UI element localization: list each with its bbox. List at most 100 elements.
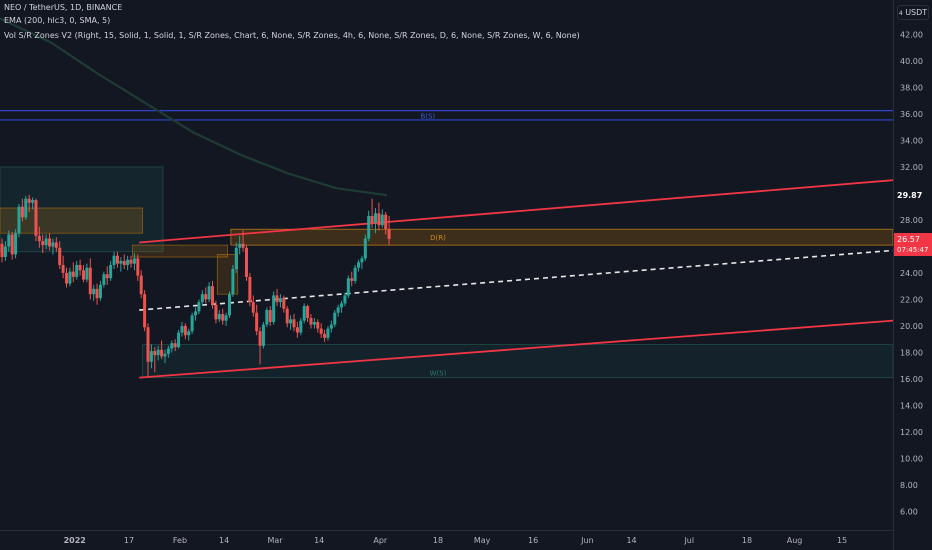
candle <box>156 345 160 361</box>
candle-body <box>282 298 286 309</box>
candle <box>149 344 153 369</box>
x-tick-label: Aug <box>787 536 803 545</box>
candle <box>333 310 337 328</box>
candle <box>0 238 4 263</box>
candle-body <box>180 325 184 333</box>
candle-body <box>153 351 157 356</box>
x-axis[interactable]: 2022 17 Feb 14 Mar 14 Apr 18 May 16 Jun 14 Jul 18 Aug 1… <box>64 536 848 545</box>
sr-zone-3 <box>216 253 239 295</box>
candle-body <box>95 288 99 299</box>
candle <box>81 265 85 283</box>
candle-body <box>295 327 299 333</box>
x-tick-label: 18 <box>433 536 443 545</box>
current-price-value: 26.57 <box>897 234 920 244</box>
candle <box>306 304 310 322</box>
candle <box>238 235 242 255</box>
candle-body <box>139 275 143 295</box>
candle-body <box>58 247 62 265</box>
candle-body <box>98 284 102 299</box>
candle-body <box>343 295 347 304</box>
candle <box>221 308 225 325</box>
candle <box>51 238 55 255</box>
y-tick-label: 40.00 <box>900 57 923 66</box>
candle-body <box>20 206 24 218</box>
candle <box>224 312 228 326</box>
candle-body <box>272 295 276 322</box>
y-tick-label: 32.00 <box>900 163 923 172</box>
candle-body <box>289 319 293 324</box>
candle-body <box>306 306 310 318</box>
candle <box>227 291 231 318</box>
candles <box>0 194 391 377</box>
candle <box>105 266 109 285</box>
candle-body <box>177 332 181 348</box>
candle-body <box>224 315 228 321</box>
candle-body <box>44 238 48 246</box>
lower-trendline <box>139 319 894 379</box>
x-tick-label: 14 <box>219 536 229 545</box>
candle-body <box>214 304 218 320</box>
symbol-legend[interactable]: NEO / TetherUS, 1D, BINANCE <box>4 3 123 12</box>
candle <box>255 304 259 336</box>
candle-body <box>207 286 211 300</box>
candle <box>183 323 187 340</box>
y-tick-label: 8.00 <box>900 481 918 490</box>
candle <box>282 295 286 313</box>
candle-body <box>149 351 153 362</box>
candle-body <box>200 294 204 303</box>
candle <box>336 304 340 317</box>
candle <box>241 230 245 252</box>
candle <box>363 234 367 262</box>
candle <box>272 291 276 325</box>
candle-body <box>143 294 147 328</box>
candle-body <box>211 286 215 305</box>
candle <box>109 261 113 281</box>
candle-body <box>109 265 113 279</box>
candle-body <box>173 343 177 348</box>
ema-series-line <box>0 17 388 197</box>
candle <box>17 204 21 238</box>
candle <box>88 258 92 300</box>
candle-body <box>258 331 262 346</box>
currency-label: USDT <box>905 8 928 17</box>
candle <box>353 265 357 284</box>
candle-body <box>360 258 364 263</box>
candle <box>173 339 177 352</box>
candle-body <box>255 312 259 332</box>
candle <box>302 303 306 324</box>
x-tick-label: Mar <box>267 536 283 545</box>
candle-body <box>268 310 272 322</box>
candle <box>370 198 374 228</box>
candle <box>377 202 381 231</box>
candle <box>329 320 333 333</box>
candle-body <box>0 243 4 258</box>
candle-body <box>326 328 330 338</box>
candle <box>20 198 24 222</box>
candle-body <box>336 307 340 313</box>
ema-legend[interactable]: EMA (200, hlc3, 0, SMA, 5) <box>4 16 111 25</box>
candle <box>85 263 89 283</box>
candle-body <box>285 308 289 324</box>
candle <box>367 210 371 242</box>
x-tick-label: 16 <box>528 536 538 545</box>
candle-body <box>329 324 333 329</box>
ema-price-tag: 29.87 <box>894 188 932 202</box>
candle <box>251 295 255 317</box>
currency-selector[interactable]: 4 USDT <box>897 5 929 20</box>
candle <box>214 300 218 324</box>
candle <box>312 318 316 329</box>
candle <box>211 280 215 309</box>
candle-body <box>323 333 327 338</box>
candle-body <box>71 271 75 277</box>
candle-body <box>65 272 69 284</box>
y-tick-label: 6.00 <box>900 507 918 516</box>
y-tick-label: 34.00 <box>900 136 923 145</box>
zones-legend[interactable]: Vol S/R Zones V2 (Right, 15, Solid, 1, S… <box>4 31 580 40</box>
candle <box>387 215 391 246</box>
candle-body <box>353 267 357 281</box>
candle-body <box>31 200 35 203</box>
candle-body <box>194 311 198 316</box>
candle-body <box>316 321 320 329</box>
candle <box>197 299 201 315</box>
